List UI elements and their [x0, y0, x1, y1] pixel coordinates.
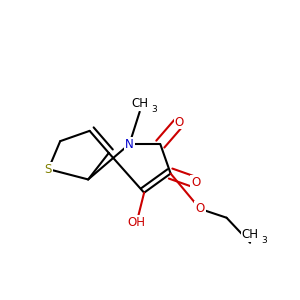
Text: O: O — [175, 116, 184, 128]
Text: 3: 3 — [261, 236, 267, 245]
Text: 3: 3 — [151, 105, 157, 114]
Text: O: O — [191, 176, 200, 189]
Text: CH: CH — [131, 97, 148, 110]
Text: N: N — [125, 138, 134, 151]
Text: S: S — [45, 163, 52, 176]
Text: O: O — [195, 202, 205, 215]
Text: CH: CH — [242, 228, 259, 241]
Text: OH: OH — [128, 216, 146, 229]
